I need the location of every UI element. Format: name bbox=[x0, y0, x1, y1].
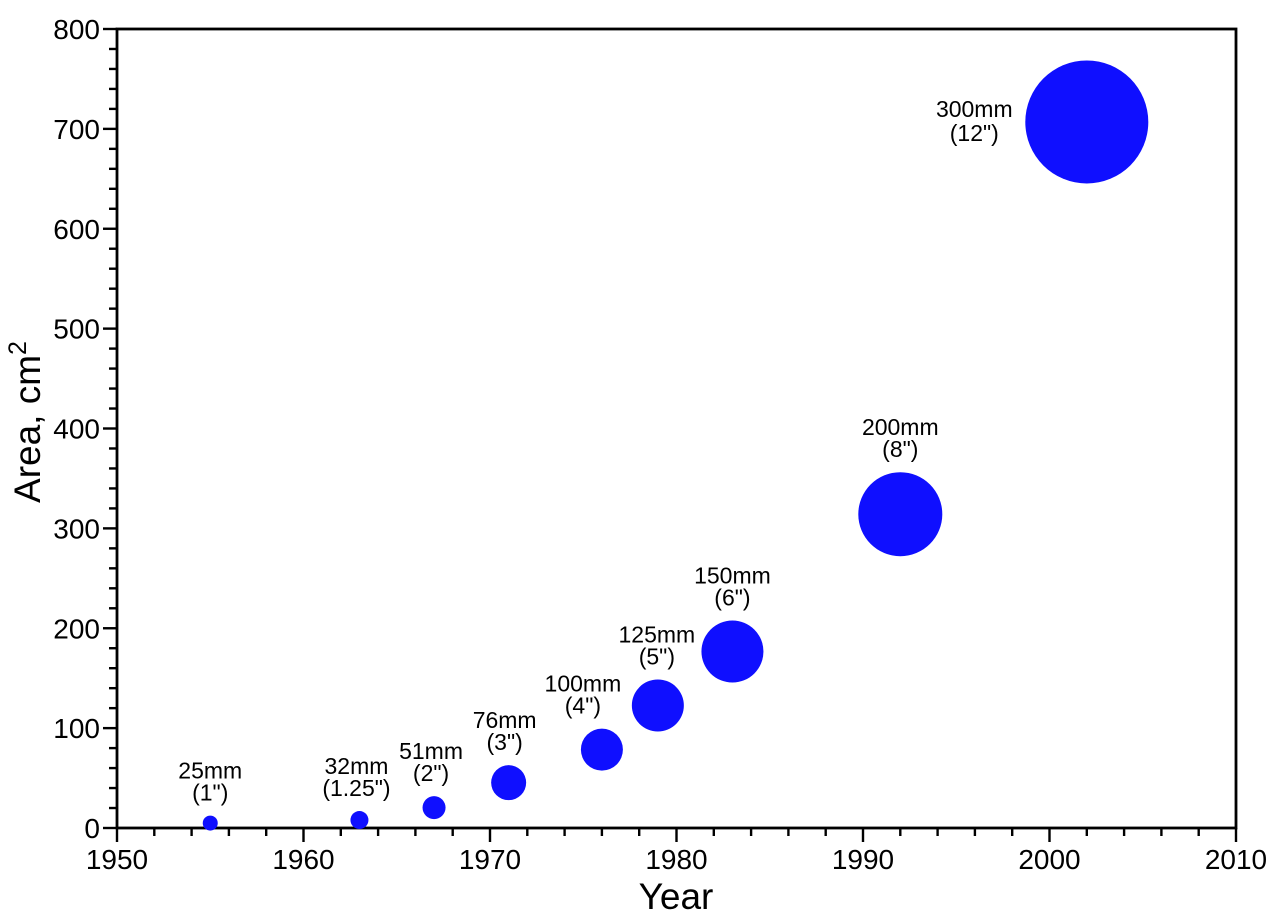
x-axis-tick-label: 1980 bbox=[645, 844, 707, 875]
bubble-label-inches-32mm: (1.25") bbox=[322, 775, 390, 801]
bubble-150mm bbox=[701, 620, 764, 683]
bubble-label-inches-76mm: (3") bbox=[487, 729, 523, 755]
bubble-125mm bbox=[631, 679, 684, 732]
bubble-label-inches-150mm: (6") bbox=[714, 585, 750, 611]
x-axis-tick-label: 1990 bbox=[832, 844, 894, 875]
x-axis-tick-label: 2010 bbox=[1205, 844, 1267, 875]
bubble-series-layer bbox=[202, 60, 1149, 831]
y-axis-title: Area, cm2 bbox=[4, 341, 48, 503]
bubble-label-inches-125mm: (5") bbox=[639, 643, 675, 669]
y-axis-title-base: Area, cm bbox=[7, 355, 48, 503]
y-axis-tick-label: 800 bbox=[53, 14, 100, 45]
bubble-300mm bbox=[1025, 60, 1149, 184]
bubble-32mm bbox=[350, 811, 369, 830]
x-axis-tick-label: 2000 bbox=[1018, 844, 1080, 875]
bubble-label-diameter-32mm: 32mm bbox=[324, 753, 388, 779]
bubble-label-diameter-200mm: 200mm bbox=[862, 414, 939, 440]
y-axis-tick-label: 0 bbox=[84, 813, 100, 844]
bubble-76mm bbox=[491, 765, 527, 801]
bubble-label-diameter-150mm: 150mm bbox=[694, 563, 771, 589]
bubble-label-inches-51mm: (2") bbox=[413, 760, 449, 786]
y-axis-tick-label: 600 bbox=[53, 214, 100, 245]
bubble-label-inches-100mm: (4") bbox=[565, 693, 601, 719]
bubble-label-inches-25mm: (1") bbox=[192, 780, 228, 806]
bubble-label-diameter-125mm: 125mm bbox=[618, 621, 695, 647]
bubble-51mm bbox=[422, 796, 446, 820]
bubble-100mm bbox=[580, 728, 623, 771]
point-label-layer: 25mm(1") 32mm(1.25") 51mm(2") 76mm(3") 100mm… bbox=[178, 96, 1012, 806]
y-axis-tick-label: 200 bbox=[53, 613, 100, 644]
bubble-label-diameter-300mm: 300mm bbox=[936, 96, 1013, 122]
bubble-200mm bbox=[858, 472, 943, 557]
bubble-label-diameter-76mm: 76mm bbox=[473, 707, 537, 733]
y-axis-tick-label: 300 bbox=[53, 513, 100, 544]
bubble-label-inches-300mm: (12") bbox=[950, 120, 999, 146]
y-axis-tick-label: 100 bbox=[53, 713, 100, 744]
y-axis-tick-label: 500 bbox=[53, 314, 100, 345]
y-axis-tick-label: 700 bbox=[53, 114, 100, 145]
axis-tick-layer: 1950 1960 1970 1980 1990 2000 2010 0 100 200 300 40… bbox=[53, 14, 1267, 875]
y-axis-title-group: Area, cm2 bbox=[4, 341, 48, 503]
x-axis-title: Year bbox=[639, 876, 714, 917]
x-axis-tick-label: 1970 bbox=[459, 844, 521, 875]
x-axis-tick-label: 1950 bbox=[86, 844, 148, 875]
x-axis-tick-label: 1960 bbox=[272, 844, 334, 875]
y-axis-title-superscript: 2 bbox=[4, 341, 32, 355]
bubble-label-diameter-25mm: 25mm bbox=[178, 758, 242, 784]
y-axis-tick-label: 400 bbox=[53, 414, 100, 445]
bubble-label-diameter-100mm: 100mm bbox=[545, 671, 622, 697]
bubble-25mm bbox=[202, 815, 218, 831]
bubble-label-inches-200mm: (8") bbox=[882, 436, 918, 462]
bubble-label-diameter-51mm: 51mm bbox=[399, 738, 463, 764]
